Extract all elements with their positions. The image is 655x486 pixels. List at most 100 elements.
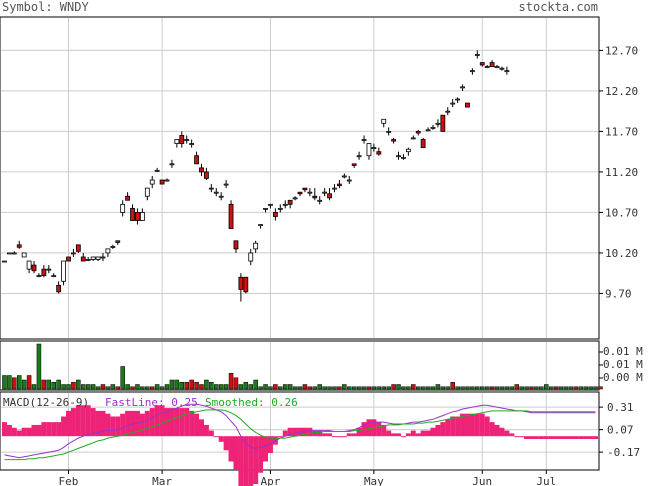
candle-body	[366, 143, 372, 157]
candle-body	[401, 156, 406, 159]
candle	[410, 135, 416, 140]
macd-histogram-bar	[440, 422, 446, 437]
volume-bar	[342, 384, 347, 390]
candle	[263, 207, 268, 213]
volume-bar	[149, 386, 155, 390]
candle	[460, 84, 465, 91]
candle-body	[263, 207, 268, 210]
macd-histogram-bar	[548, 436, 554, 439]
volume-bar	[371, 386, 377, 390]
volume-bar	[494, 386, 500, 390]
candle	[337, 180, 342, 189]
candle-body	[238, 276, 244, 290]
volume-bar	[36, 343, 42, 390]
volume-bar	[130, 386, 135, 390]
candle	[2, 260, 7, 263]
candle-body	[174, 139, 180, 144]
candle-body	[430, 126, 436, 129]
macd-histogram-bar	[238, 436, 244, 486]
candle	[346, 175, 352, 185]
candle	[469, 68, 475, 75]
volume-bar	[95, 386, 101, 390]
volume-bar	[292, 386, 298, 390]
macd-histogram-bar	[80, 405, 86, 437]
volume-bar	[514, 384, 519, 390]
month-label: Mar	[152, 475, 172, 486]
macd-histogram-bar	[420, 430, 426, 437]
candle-body	[223, 183, 229, 186]
candle	[317, 196, 323, 205]
candle	[238, 273, 244, 302]
volume-bar	[159, 386, 165, 390]
macd-tick-label: -0.17	[607, 446, 640, 459]
macd-histogram-bar	[56, 422, 62, 437]
candle-body	[346, 179, 352, 182]
candle-body	[208, 187, 214, 190]
macd-histogram-bar	[391, 433, 397, 437]
volume-bar	[85, 384, 91, 390]
macd-histogram-bar	[322, 433, 328, 437]
volume-bar	[475, 386, 480, 390]
candle	[194, 151, 199, 165]
macd-histogram-bar	[75, 405, 81, 437]
macd-smoothed-line	[4, 409, 596, 461]
candle	[208, 184, 214, 193]
month-label: Feb	[59, 475, 79, 486]
candle-body	[149, 179, 155, 185]
macd-histogram-bar	[533, 436, 539, 439]
volume-bar	[135, 384, 140, 390]
candle-body	[327, 193, 332, 199]
macd-histogram-bar	[287, 427, 293, 437]
candle-body	[85, 259, 91, 261]
candle	[80, 252, 86, 262]
macd-histogram-bar	[125, 410, 131, 437]
candle	[341, 173, 347, 179]
macd-histogram-bar	[356, 427, 362, 437]
candle	[248, 248, 254, 266]
macd-histogram-bar	[36, 424, 42, 437]
candle-body	[199, 167, 204, 173]
candle-body	[120, 203, 126, 213]
candle	[425, 127, 431, 132]
candle-body	[169, 163, 175, 166]
volume-bar	[287, 384, 293, 390]
volume-bar	[179, 382, 185, 390]
macd-histogram-bar	[519, 436, 525, 438]
volume-bar	[16, 375, 22, 390]
volume-bar	[61, 384, 66, 390]
volume-bar	[105, 386, 111, 390]
candle-body	[233, 240, 239, 250]
volume-bar	[263, 384, 268, 390]
macd-histogram-bar	[292, 427, 298, 437]
volume-bar	[218, 384, 224, 390]
volume-bar	[396, 384, 401, 390]
volume-bar	[347, 386, 352, 390]
candle	[95, 256, 101, 262]
candle	[327, 188, 332, 201]
price-tick-label: 10.20	[605, 247, 638, 260]
volume-bar	[164, 384, 170, 390]
macd-histogram-bar	[568, 436, 574, 439]
candle	[258, 224, 263, 229]
volume-bar	[140, 386, 145, 390]
macd-histogram-bar	[11, 427, 17, 437]
candle-body	[287, 199, 293, 205]
volume-bar	[539, 386, 544, 390]
candle	[199, 163, 204, 176]
macd-histogram-bar	[460, 413, 466, 437]
candle-body	[410, 137, 416, 140]
volume-bar	[81, 384, 86, 390]
price-panel: 9.70 10.20 10.70 11.20 11.70 12.20 12.70	[0, 16, 638, 340]
macd-histogram-bar	[90, 408, 96, 437]
candle-body	[465, 102, 470, 108]
price-tick-label: 9.70	[605, 287, 632, 300]
x-axis-months: Feb Mar Apr May Jun Jul	[59, 470, 556, 486]
volume-bar	[12, 377, 17, 390]
macd-histogram-bar	[386, 430, 392, 437]
volume-bar	[228, 373, 234, 390]
candle-body	[420, 139, 426, 149]
candle-body	[504, 70, 510, 73]
macd-histogram-bar	[85, 405, 91, 437]
volume-bar	[415, 386, 421, 390]
candle-body	[445, 110, 451, 113]
